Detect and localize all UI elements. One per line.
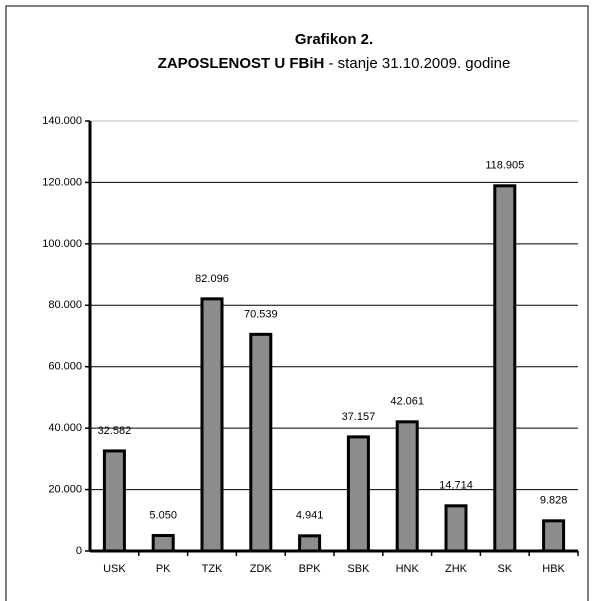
subtitle-bold: ZAPOSLENOST U FBiH	[158, 55, 325, 72]
value-label: 5.050	[149, 509, 177, 521]
y-tick-label: 120.000	[42, 176, 82, 188]
x-tick-label: PK	[156, 563, 171, 575]
value-label: 70.539	[244, 308, 278, 320]
chart-subtitle: ZAPOSLENOST U FBiH - stanje 31.10.2009. …	[158, 55, 511, 72]
bar	[395, 420, 419, 553]
chart-title: Grafikon 2.	[295, 31, 373, 48]
value-label: 14.714	[439, 480, 473, 492]
value-label: 42.061	[390, 396, 424, 408]
y-tick-label: 100.000	[42, 238, 82, 250]
x-tick-label: USK	[103, 563, 126, 575]
subtitle-rest: - stanje 31.10.2009. godine	[329, 55, 511, 72]
y-tick-label: 80.000	[48, 299, 82, 311]
x-tick-label: SBK	[347, 563, 370, 575]
x-tick-label: SK	[497, 563, 512, 575]
bar	[298, 534, 322, 553]
x-tick-label: ZHK	[445, 563, 468, 575]
x-tick-label: HBK	[542, 563, 565, 575]
y-tick-label: 140.000	[42, 115, 82, 127]
bar	[102, 449, 126, 553]
value-label: 118.905	[485, 160, 524, 172]
bar	[542, 519, 566, 553]
value-label: 37.157	[342, 411, 376, 423]
x-tick-label: HNK	[396, 563, 420, 575]
bar	[200, 297, 224, 553]
value-label: 32.582	[98, 425, 132, 437]
value-label: 4.941	[296, 510, 324, 522]
y-tick-label: 0	[76, 545, 82, 557]
x-tick-label: BPK	[299, 563, 322, 575]
bar	[444, 504, 468, 553]
value-label: 9.828	[540, 495, 568, 507]
value-label: 82.096	[195, 273, 229, 285]
bar	[151, 533, 175, 553]
bar	[346, 435, 370, 553]
y-tick-label: 40.000	[48, 422, 82, 434]
y-tick-label: 60.000	[48, 361, 82, 373]
frame	[5, 5, 589, 601]
bar	[493, 184, 517, 553]
bar	[249, 332, 273, 553]
y-tick-label: 20.000	[48, 483, 82, 495]
x-tick-label: TZK	[202, 563, 223, 575]
x-tick-label: ZDK	[250, 563, 273, 575]
